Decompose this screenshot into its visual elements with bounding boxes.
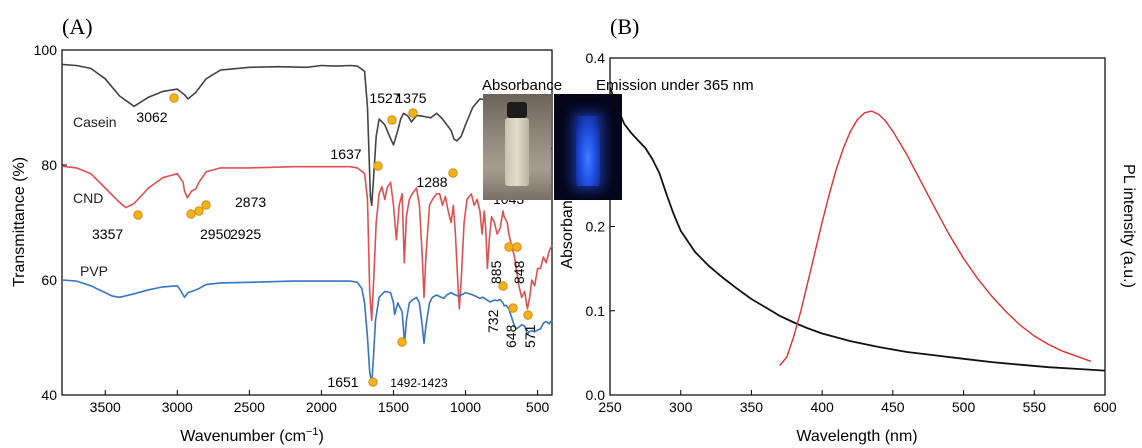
panel-b-x-axis-label: Wavelength (nm) — [796, 428, 917, 445]
panel-b-right-axis-label: PL intensity (a.u.) — [1120, 164, 1137, 288]
x-tick-label: 600 — [1093, 399, 1117, 415]
annotation-marker — [498, 281, 508, 291]
vial-photo-uv-emission — [554, 94, 622, 200]
panel-b-y-axis-label: Absorbance — [559, 183, 576, 268]
x-tick-label: 3000 — [162, 399, 193, 415]
vial-photo-daylight — [483, 94, 551, 200]
panel-b-absorbance-pl-chart: (B) 250 300 350 400 450 500 550 600 0.0 0.1 0.2 0.… — [482, 14, 1137, 445]
series-label-pvp: PVP — [80, 263, 108, 279]
emission-caption: Emission under 365 nm — [596, 77, 754, 94]
annotation-label: 848 — [511, 260, 527, 284]
annotation-label: 1288 — [416, 174, 447, 190]
panel-a-ftir-chart: (A) 3500 3000 2500 2000 1500 1000 500 40 60 80 10… — [11, 14, 553, 445]
y-tick-label: 0.0 — [586, 387, 606, 403]
annotation-marker — [133, 210, 143, 220]
annotation-label: 1527 — [369, 90, 400, 106]
y-tick-label: 0.4 — [586, 50, 606, 66]
annotation-label: 648 — [503, 324, 519, 348]
annotation-label: 2873 — [235, 194, 266, 210]
panel-a-x-ticks: 3500 3000 2500 2000 1500 1000 500 — [90, 390, 550, 415]
series-label-casein: Casein — [73, 114, 117, 130]
x-tick-label: 300 — [669, 399, 693, 415]
annotation-marker — [504, 242, 514, 252]
y-tick-label: 0.1 — [586, 303, 606, 319]
annotation-label: 1637 — [330, 146, 361, 162]
panel-a-x-axis-label: Wavenumber (cm−1) — [180, 426, 324, 445]
annotation-label: 885 — [488, 260, 504, 284]
x-tick-label: 350 — [740, 399, 764, 415]
annotation-marker — [448, 168, 458, 178]
panel-a-annotation-markers: 3062152713751637128810841043335729502925… — [92, 90, 538, 390]
panel-a-y-axis-label: Transmittance (%) — [11, 157, 28, 287]
x-tick-label: 2000 — [306, 399, 337, 415]
x-tick-label: 1000 — [450, 399, 481, 415]
panel-a-label: (A) — [62, 14, 93, 39]
series-line-cnd — [61, 165, 553, 322]
annotation-marker — [201, 200, 211, 210]
annotation-label: 732 — [485, 309, 501, 333]
annotation-marker — [523, 310, 533, 320]
x-tick-label: 500 — [526, 399, 550, 415]
annotation-label: 1492-1423 — [390, 376, 448, 390]
panel-b-x-ticks: 250 300 350 400 450 500 550 600 — [598, 390, 1117, 415]
annotation-label: 2925 — [230, 226, 261, 242]
annotation-label: 1651 — [327, 374, 358, 390]
annotation-label: 2950 — [200, 226, 231, 242]
annotation-marker — [373, 161, 383, 171]
annotation-marker — [397, 337, 407, 347]
x-tick-label: 500 — [952, 399, 976, 415]
series-line-pvp — [61, 279, 553, 385]
panel-b-label: (B) — [610, 14, 639, 39]
emission-curve — [779, 110, 1092, 366]
vial-cap — [507, 102, 527, 118]
x-tick-label: 450 — [881, 399, 905, 415]
annotation-marker — [408, 108, 418, 118]
y-tick-label: 80 — [41, 157, 57, 173]
panel-a-plot-frame — [61, 49, 553, 396]
y-tick-label: 40 — [41, 387, 57, 403]
annotation-marker — [194, 206, 204, 216]
y-tick-label: 60 — [41, 272, 57, 288]
annotation-label: 3357 — [92, 226, 123, 242]
panel-b-series-lines — [609, 87, 1106, 372]
vial-body — [505, 118, 529, 186]
series-label-cnd: CND — [73, 190, 103, 206]
series-line-casein — [61, 63, 553, 207]
y-tick-label: 0.2 — [586, 219, 606, 235]
y-tick-label: 100 — [34, 42, 58, 58]
annotation-marker — [169, 93, 179, 103]
x-tick-label: 2500 — [234, 399, 265, 415]
x-tick-label: 3500 — [90, 399, 121, 415]
annotation-marker — [512, 242, 522, 252]
x-tick-label: 550 — [1023, 399, 1047, 415]
annotation-label: 3062 — [136, 109, 167, 125]
annotation-label: 571 — [522, 324, 538, 348]
annotation-label: 1375 — [395, 90, 426, 106]
x-tick-label: 250 — [598, 399, 622, 415]
x-tick-label: 400 — [810, 399, 834, 415]
panel-a-y-ticks: 40 60 80 100 — [34, 42, 67, 403]
x-tick-label: 1500 — [378, 399, 409, 415]
annotation-marker — [368, 377, 378, 387]
annotation-marker — [387, 115, 397, 125]
vial-glow — [576, 116, 600, 186]
absorbance-caption: Absorbance — [482, 77, 562, 94]
annotation-marker — [186, 209, 196, 219]
annotation-marker — [508, 303, 518, 313]
panel-b-plot-frame — [609, 57, 1106, 396]
absorbance-curve — [609, 87, 1106, 372]
